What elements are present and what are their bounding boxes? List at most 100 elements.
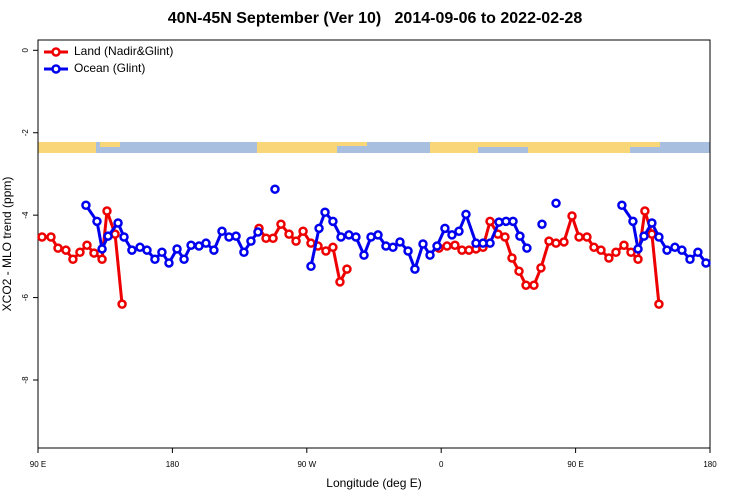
data-point <box>172 244 182 254</box>
data-point <box>179 254 189 264</box>
data-point <box>113 218 123 228</box>
data-point <box>485 216 495 227</box>
data-point <box>640 206 650 216</box>
data-point <box>685 254 695 264</box>
data-point <box>418 239 428 249</box>
data-point <box>559 237 569 247</box>
data-point <box>701 258 711 268</box>
data-point <box>246 236 256 246</box>
x-tick-label: 90 E <box>567 460 583 469</box>
legend-marker <box>51 64 61 74</box>
data-point <box>521 280 531 290</box>
data-point <box>515 231 525 241</box>
data-point <box>321 246 331 256</box>
data-point <box>231 231 241 241</box>
data-point <box>500 232 510 242</box>
y-tick-label: 0 <box>21 48 30 53</box>
x-tick-label: 90 W <box>297 460 316 469</box>
data-point <box>270 184 280 194</box>
data-point <box>314 223 324 234</box>
chart-title: 40N-45N September (Ver 10) 2014-09-06 to… <box>168 10 583 27</box>
series-line <box>42 210 661 305</box>
data-point <box>693 247 703 257</box>
land-ocean-strip <box>38 142 710 153</box>
data-point <box>351 232 361 242</box>
y-tick-label: -8 <box>21 376 30 384</box>
data-point <box>454 226 464 236</box>
data-point <box>68 254 78 264</box>
x-axis-label: Longitude (deg E) <box>326 476 421 490</box>
data-point <box>395 237 405 247</box>
data-point <box>359 250 369 260</box>
data-point <box>403 246 413 256</box>
data-point <box>447 230 457 240</box>
data-point <box>75 247 85 257</box>
legend-label: Ocean (Glint) <box>74 61 145 75</box>
x-tick-label: 180 <box>166 460 180 469</box>
data-point <box>37 232 47 242</box>
legend-marker <box>51 47 61 57</box>
data-point <box>639 231 649 241</box>
data-point <box>582 232 592 242</box>
data-point <box>276 219 286 229</box>
data-point <box>97 244 107 254</box>
data-point <box>335 277 345 287</box>
data-point <box>336 232 346 242</box>
data-point <box>186 240 196 250</box>
data-point <box>284 229 294 239</box>
data-point <box>604 253 614 263</box>
data-point <box>298 226 308 236</box>
data-point <box>201 238 211 248</box>
data-point <box>291 236 301 246</box>
data-point <box>567 211 577 221</box>
data-point <box>617 200 627 211</box>
data-point <box>102 206 112 216</box>
data-point <box>328 242 338 253</box>
data-point <box>633 254 643 264</box>
y-axis-label: XCO2 - MLO trend (ppm) <box>0 177 14 312</box>
data-point <box>217 226 227 236</box>
x-tick-label: 0 <box>439 460 444 469</box>
data-point <box>157 247 167 257</box>
data-point <box>536 263 546 273</box>
data-point <box>410 264 420 274</box>
data-point <box>611 247 621 257</box>
x-tick-label: 90 E <box>30 460 46 469</box>
data-point <box>127 245 137 255</box>
data-point <box>342 264 352 274</box>
data-point <box>268 233 278 243</box>
data-point <box>61 245 71 255</box>
data-point <box>82 240 92 250</box>
data-point <box>81 200 91 211</box>
data-point <box>450 240 460 250</box>
y-tick-label: -4 <box>21 211 30 219</box>
x-tick-label: 180 <box>703 460 717 469</box>
data-point <box>551 238 561 248</box>
data-point <box>626 247 636 257</box>
data-point <box>425 250 435 260</box>
data-point <box>485 238 495 248</box>
data-point <box>522 243 532 253</box>
data-point <box>551 198 561 208</box>
data-point <box>46 232 56 242</box>
legend-label: Land (Nadir&Glint) <box>74 44 173 58</box>
data-point <box>654 232 664 242</box>
data-point <box>461 209 471 220</box>
data-point <box>647 218 657 228</box>
data-point <box>306 261 316 272</box>
data-point <box>574 232 584 242</box>
data-point <box>654 299 664 309</box>
data-point <box>92 216 102 227</box>
data-point <box>253 227 263 237</box>
plot-frame <box>37 39 711 449</box>
data-point <box>677 245 687 255</box>
data-point <box>53 243 63 253</box>
data-point <box>320 207 330 218</box>
data-point <box>442 241 452 251</box>
data-point <box>633 244 643 254</box>
data-point <box>103 231 113 241</box>
data-point <box>150 254 160 264</box>
data-point <box>440 223 450 234</box>
data-point <box>373 230 383 240</box>
